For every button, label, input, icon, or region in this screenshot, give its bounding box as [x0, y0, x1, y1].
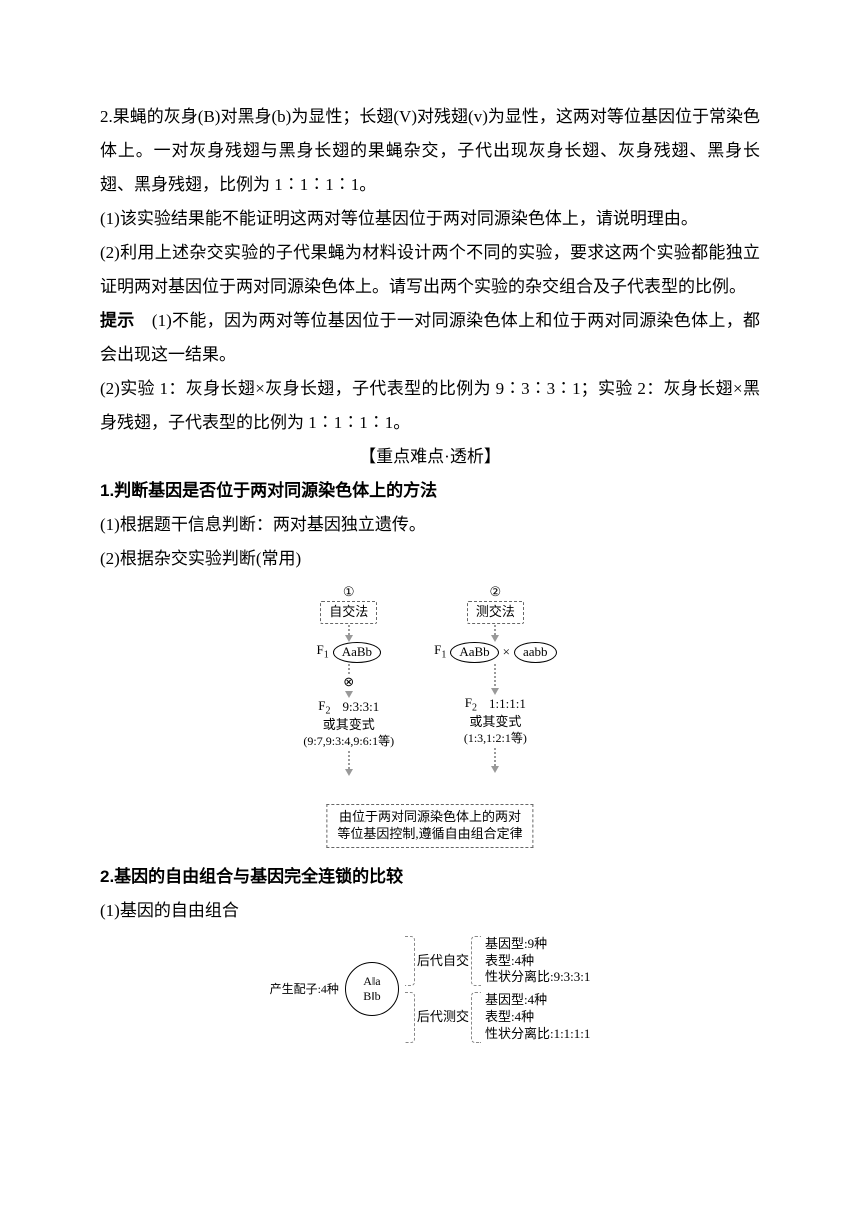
hint-a1-text: (1)不能，因为两对等位基因位于一对同源染色体上和位于两对同源染色体上，都会出现… [100, 311, 760, 364]
conclusion-l1: 由位于两对同源染色体上的两对 [337, 809, 522, 826]
point2-title: 2.基因的自由组合与基因完全连锁的比较 [100, 860, 760, 894]
examples-left: (9:7,9:3:4,9:6:1等) [303, 734, 394, 750]
diagram-methods: ① 自交法 F1 AaBb ⊗ F2 9:3:3:1 或其变式 (9:7,9:3… [100, 584, 760, 848]
self-label-l2: 后代 [417, 953, 443, 970]
num-2: ② [490, 584, 502, 599]
section-header: 【重点难点·透析】 [100, 440, 760, 474]
f2-label-left: F2 [318, 698, 330, 718]
examples-right: (1:3,1:2:1等) [464, 731, 527, 747]
q2-intro: 2.果蝇的灰身(B)对黑身(b)为显性；长翅(V)对残翅(v)为显性，这两对等位… [100, 100, 760, 202]
gamete-note: 产生配子:4种 [270, 982, 339, 998]
self-r1: 基因型:9种 [485, 936, 590, 953]
or-right: 或其变式 [469, 714, 521, 731]
geno-aabb-left: AaBb [333, 642, 381, 663]
self-r2: 表型:4种 [485, 953, 590, 970]
f1-label-left: F1 [316, 642, 328, 662]
method-box-test: 测交法 [467, 601, 524, 624]
test-label-l1: 测交 [443, 1009, 469, 1026]
ratio-left: 9:3:3:1 [342, 699, 379, 716]
conclusion-box: 由位于两对同源染色体上的两对 等位基因控制,遵循自由组合定律 [326, 804, 533, 848]
gene-l2: B‖b [363, 989, 380, 1005]
hint-a2: (2)实验 1：灰身长翅×灰身长翅，子代表型的比例为 9∶3∶3∶1；实验 2：… [100, 372, 760, 440]
q2-sub1: (1)该实验结果能不能证明这两对等位基因位于两对同源染色体上，请说明理由。 [100, 202, 760, 236]
geno-aabb-right2: aabb [514, 642, 557, 663]
num-1: ① [343, 584, 355, 599]
f1-label-right: F1 [434, 642, 446, 662]
self-label-l1: 自交 [443, 953, 469, 970]
q2-sub2: (2)利用上述杂交实验的子代果蝇为材料设计两个不同的实验，要求这两个实验都能独立… [100, 236, 760, 304]
hint-label: 提示 [100, 311, 135, 330]
diagram-free-combination: 产生配子:4种 A‖a B‖b 自交 后代 基因型:9种 表型:4种 性状分离比… [100, 936, 760, 1043]
point1-p2: (2)根据杂交实验判断(常用) [100, 542, 760, 576]
hint-a1: 提示 (1)不能，因为两对等位基因位于一对同源染色体上和位于两对同源染色体上，都… [100, 304, 760, 372]
point1-p1: (1)根据题干信息判断：两对基因独立遗传。 [100, 508, 760, 542]
point1-title: 1.判断基因是否位于两对同源染色体上的方法 [100, 474, 760, 508]
conclusion-l2: 等位基因控制,遵循自由组合定律 [337, 826, 522, 843]
f2-label-right: F2 [465, 695, 477, 715]
gene-l1: A‖a [363, 974, 380, 990]
test-r3: 性状分离比:1:1:1:1 [485, 1026, 590, 1043]
cross-symbol: × [503, 644, 510, 661]
selfcross-group: 自交 后代 基因型:9种 表型:4种 性状分离比:9:3:3:1 [405, 936, 590, 987]
method-selfcross: ① 自交法 F1 AaBb ⊗ F2 9:3:3:1 或其变式 (9:7,9:3… [303, 584, 394, 776]
method-testcross: ② 测交法 F1 AaBb × aabb F2 1:1:1:1 或其变式 (1:… [434, 584, 556, 776]
test-r1: 基因型:4种 [485, 992, 590, 1009]
ratio-right: 1:1:1:1 [489, 696, 526, 713]
point2-p1: (1)基因的自由组合 [100, 894, 760, 928]
geno-aabb-right1: AaBb [450, 642, 498, 663]
test-r2: 表型:4种 [485, 1009, 590, 1026]
method-box-self: 自交法 [320, 601, 377, 624]
self-symbol: ⊗ [343, 674, 354, 691]
self-r3: 性状分离比:9:3:3:1 [485, 969, 590, 986]
gene-circle: A‖a B‖b [345, 962, 399, 1016]
test-label-l2: 后代 [417, 1009, 443, 1026]
testcross-group: 测交 后代 基因型:4种 表型:4种 性状分离比:1:1:1:1 [405, 992, 590, 1043]
or-left: 或其变式 [323, 717, 375, 734]
